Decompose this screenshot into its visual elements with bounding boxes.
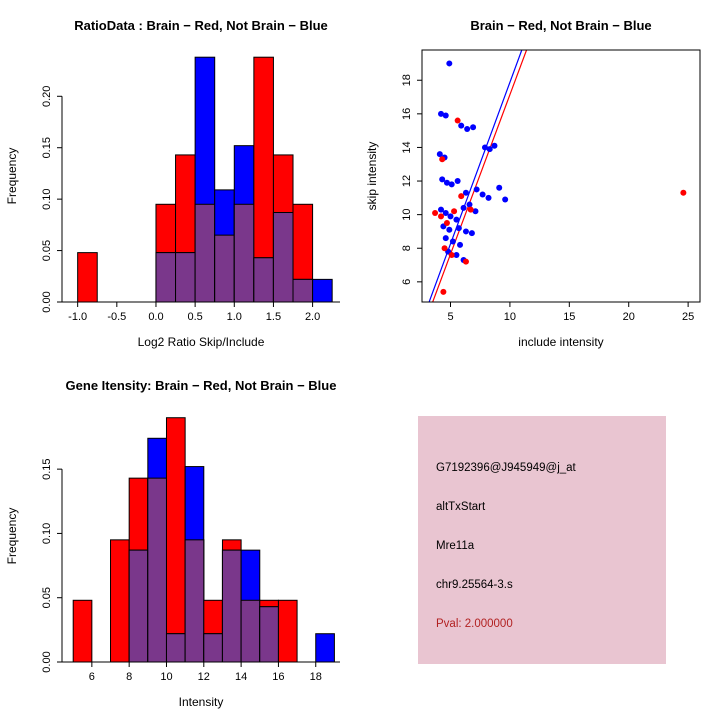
- svg-text:14: 14: [401, 141, 413, 153]
- svg-text:18: 18: [310, 671, 322, 683]
- svg-text:Frequency: Frequency: [5, 508, 19, 565]
- svg-text:15: 15: [563, 311, 575, 323]
- svg-text:0.15: 0.15: [41, 458, 53, 479]
- svg-text:0.15: 0.15: [41, 137, 53, 158]
- svg-text:0.0: 0.0: [148, 311, 163, 323]
- svg-text:0.00: 0.00: [41, 651, 53, 672]
- locus-text: chr9.25564-3.s: [436, 579, 513, 591]
- svg-text:18: 18: [401, 74, 413, 86]
- probe-id-text: G7192396@J945949@j_at: [436, 462, 576, 474]
- svg-text:0.5: 0.5: [187, 311, 202, 323]
- svg-text:10: 10: [401, 209, 413, 221]
- svg-text:12: 12: [401, 175, 413, 187]
- svg-text:Intensity: Intensity: [179, 695, 224, 709]
- svg-text:14: 14: [235, 671, 247, 683]
- svg-text:2.0: 2.0: [305, 311, 320, 323]
- svg-text:Frequency: Frequency: [5, 148, 19, 205]
- svg-text:0.05: 0.05: [41, 587, 53, 608]
- svg-text:0.10: 0.10: [41, 523, 53, 544]
- gene-info-box: G7192396@J945949@j_at altTxStart Mre11a …: [418, 416, 666, 664]
- svg-text:0.05: 0.05: [41, 240, 53, 261]
- svg-text:6: 6: [401, 279, 413, 285]
- svg-text:16: 16: [401, 108, 413, 120]
- svg-text:8: 8: [401, 245, 413, 251]
- svg-text:Log2 Ratio Skip/Include: Log2 Ratio Skip/Include: [138, 335, 265, 349]
- svg-text:8: 8: [126, 671, 132, 683]
- svg-text:0.00: 0.00: [41, 291, 53, 312]
- svg-text:Gene Itensity: Brain − Red, No: Gene Itensity: Brain − Red, Not Brain − …: [66, 378, 337, 393]
- gene-name-text: Mre11a: [436, 540, 475, 552]
- svg-text:0.10: 0.10: [41, 188, 53, 209]
- svg-text:5: 5: [447, 311, 453, 323]
- svg-text:10: 10: [504, 311, 516, 323]
- svg-text:12: 12: [198, 671, 210, 683]
- svg-text:Brain − Red, Not Brain − Blue: Brain − Red, Not Brain − Blue: [470, 18, 651, 33]
- gene-info-panel: G7192396@J945949@j_at altTxStart Mre11a …: [360, 360, 720, 720]
- ratio-histogram: -1.0 -0.5 0.0 0.5 1.0 1.5 2.0 0.00 0.05 0.10 0.15 0…: [5, 18, 340, 349]
- gene-intensity-histogram: 6 8 10 12 14 16 18 0.00 0.05 0.10 0.15 Intensity Fre…: [5, 378, 340, 709]
- svg-text:25: 25: [682, 311, 694, 323]
- svg-text:-0.5: -0.5: [107, 311, 126, 323]
- svg-text:0.20: 0.20: [41, 86, 53, 107]
- svg-text:16: 16: [272, 671, 284, 683]
- svg-text:20: 20: [623, 311, 635, 323]
- svg-text:1.0: 1.0: [227, 311, 242, 323]
- skip-vs-include-scatter: 5 10 15 20 25 6 8 10 12 14 16 18 include intensity sk…: [365, 18, 701, 349]
- svg-text:RatioData : Brain − Red, Not B: RatioData : Brain − Red, Not Brain − Blu…: [74, 18, 328, 33]
- svg-text:skip intensity: skip intensity: [365, 142, 379, 211]
- svg-text:10: 10: [160, 671, 172, 683]
- svg-text:include intensity: include intensity: [518, 335, 603, 349]
- pval-text: Pval: 2.000000: [436, 618, 513, 630]
- event-type-text: altTxStart: [436, 501, 486, 513]
- svg-text:6: 6: [89, 671, 95, 683]
- svg-text:-1.0: -1.0: [68, 311, 87, 323]
- svg-text:1.5: 1.5: [266, 311, 281, 323]
